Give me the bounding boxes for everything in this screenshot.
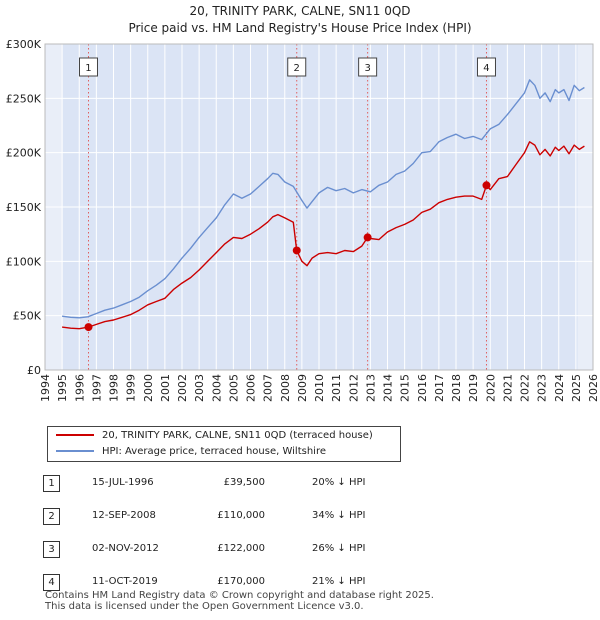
sale-marker-box <box>358 57 378 77</box>
legend-label-hpi: HPI: Average price, terraced house, Wilt… <box>102 446 326 457</box>
sale-price: £39,500 <box>223 477 265 488</box>
x-tick-label: 2005 <box>227 374 240 402</box>
x-tick-label: 1998 <box>108 374 121 402</box>
x-tick-label: 2021 <box>501 374 514 402</box>
x-tick-label: 2013 <box>364 374 377 402</box>
y-tick-label: £0 <box>27 364 41 377</box>
sale-number-badge: 1 <box>43 475 60 492</box>
legend-item-hpi: HPI: Average price, terraced house, Wilt… <box>56 444 326 460</box>
x-tick-label: 2023 <box>536 374 549 402</box>
x-tick-label: 2014 <box>382 374 395 402</box>
x-tick-label: 2022 <box>519 374 532 402</box>
sale-hpi-diff: 26% ↓ HPI <box>312 543 366 554</box>
x-tick-label: 2004 <box>210 374 223 402</box>
x-tick-label: 2002 <box>176 374 189 402</box>
table-row: 4 11-OCT-2019 £170,000 21% ↓ HPI <box>0 569 600 599</box>
y-tick-label: £250K <box>6 92 42 105</box>
table-row: 3 02-NOV-2012 £122,000 26% ↓ HPI <box>0 536 600 566</box>
sale-number-badge: 2 <box>43 508 60 525</box>
x-tick-label: 1994 <box>39 374 52 402</box>
property-series-line <box>62 141 585 330</box>
sale-point <box>482 181 491 190</box>
x-tick-label: 2016 <box>416 374 429 402</box>
x-tick-label: 2024 <box>553 374 566 402</box>
sale-date: 02-NOV-2012 <box>92 543 159 554</box>
x-tick-label: 2020 <box>484 374 497 402</box>
sale-price: £170,000 <box>217 576 265 587</box>
sale-marker-box <box>476 57 496 77</box>
sale-point <box>292 246 301 255</box>
legend-swatch-hpi <box>56 450 94 452</box>
legend-swatch-property <box>56 434 94 436</box>
x-tick-label: 2006 <box>245 374 258 402</box>
sale-hpi-diff: 21% ↓ HPI <box>312 576 366 587</box>
x-tick-label: 2015 <box>399 374 412 402</box>
sale-date: 12-SEP-2008 <box>92 510 156 521</box>
chart-title: 20, TRINITY PARK, CALNE, SN11 0QD <box>189 4 411 18</box>
hpi-series-line <box>62 79 585 319</box>
footer-copyright: Contains HM Land Registry data © Crown c… <box>45 590 434 601</box>
x-tick-label: 2017 <box>433 374 446 402</box>
x-tick-label: 2007 <box>262 374 275 402</box>
y-tick-label: £150K <box>6 201 42 214</box>
x-tick-label: 2009 <box>296 374 309 402</box>
x-tick-label: 1996 <box>73 374 86 402</box>
y-tick-label: £100K <box>6 255 42 268</box>
sale-marker-label: 4 <box>483 63 489 74</box>
sale-marker-box <box>287 57 307 77</box>
footer: Contains HM Land Registry data © Crown c… <box>45 590 434 612</box>
x-tick-label: 1995 <box>56 374 69 402</box>
chart-subtitle: Price paid vs. HM Land Registry's House … <box>128 21 472 35</box>
x-tick-label: 2018 <box>450 374 463 402</box>
plot-border <box>44 43 594 371</box>
x-tick-label: 2011 <box>330 374 343 402</box>
x-tick-label: 2012 <box>347 374 360 402</box>
sale-marker-label: 3 <box>364 63 370 74</box>
chart-legend: 20, TRINITY PARK, CALNE, SN11 0QD (terra… <box>47 426 401 462</box>
sale-hpi-diff: 34% ↓ HPI <box>312 510 366 521</box>
table-row: 1 15-JUL-1996 £39,500 20% ↓ HPI <box>0 470 600 500</box>
x-tick-label: 2019 <box>467 374 480 402</box>
sale-point <box>84 323 93 332</box>
sale-marker-box <box>78 57 98 77</box>
x-tick-label: 1999 <box>125 374 138 402</box>
legend-label-property: 20, TRINITY PARK, CALNE, SN11 0QD (terra… <box>102 430 373 441</box>
price-chart: £0 £50K £100K £150K £200K £250K £300K 1994 1995 1… <box>6 38 600 402</box>
x-tick-label: 2008 <box>279 374 292 402</box>
table-row: 2 12-SEP-2008 £110,000 34% ↓ HPI <box>0 503 600 533</box>
sale-number-badge: 4 <box>43 574 60 591</box>
sale-date: 11-OCT-2019 <box>92 576 158 587</box>
x-tick-label: 2026 <box>587 374 600 402</box>
x-tick-label: 1997 <box>90 374 103 402</box>
sale-date: 15-JUL-1996 <box>92 477 154 488</box>
y-tick-label: £200K <box>6 147 42 160</box>
sale-price: £110,000 <box>217 510 265 521</box>
sale-marker-label: 1 <box>85 63 91 74</box>
x-tick-label: 2010 <box>313 374 326 402</box>
x-tick-label: 2025 <box>570 374 583 402</box>
sale-hpi-diff: 20% ↓ HPI <box>312 477 366 488</box>
sale-marker-label: 2 <box>294 63 300 74</box>
legend-item-property: 20, TRINITY PARK, CALNE, SN11 0QD (terra… <box>56 428 373 444</box>
y-tick-label: £50K <box>13 310 42 323</box>
sale-point <box>363 233 372 242</box>
sale-number-badge: 3 <box>43 541 60 558</box>
footer-licence: This data is licensed under the Open Gov… <box>45 601 364 612</box>
x-tick-label: 2003 <box>193 374 206 402</box>
x-tick-label: 2000 <box>142 374 155 402</box>
x-tick-label: 2001 <box>159 374 172 402</box>
y-tick-label: £300K <box>6 38 42 51</box>
sale-price: £122,000 <box>217 543 265 554</box>
